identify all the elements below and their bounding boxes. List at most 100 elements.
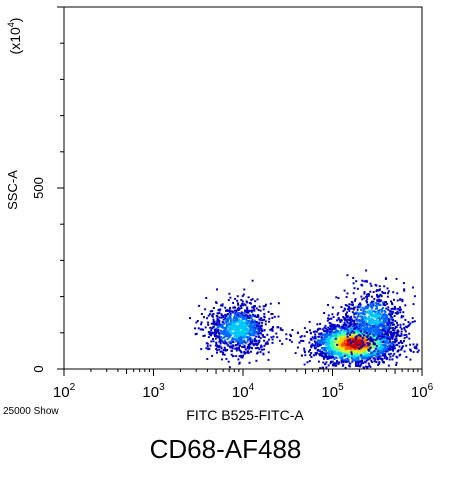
- scatter-point: [267, 338, 270, 341]
- scatter-point: [243, 288, 246, 291]
- scatter-point: [411, 317, 414, 320]
- scatter-point: [352, 324, 355, 327]
- scatter-point: [411, 321, 414, 323]
- scatter-point: [346, 343, 349, 345]
- scatter-point: [212, 307, 215, 309]
- scatter-point: [372, 320, 374, 323]
- scatter-point: [331, 345, 334, 347]
- scatter-point: [372, 291, 375, 293]
- scatter-point: [390, 346, 393, 349]
- scatter-point: [355, 319, 358, 322]
- scatter-point: [252, 328, 255, 331]
- scatter-point: [358, 347, 360, 350]
- scatter-point: [230, 353, 233, 356]
- scatter-point: [397, 307, 400, 310]
- x-tick-label: 103: [142, 382, 165, 401]
- scatter-point: [290, 340, 293, 343]
- scatter-point: [236, 313, 239, 316]
- scatter-point: [356, 308, 359, 311]
- scatter-point: [229, 306, 232, 309]
- scatter-point: [374, 340, 377, 342]
- scatter-point: [394, 332, 397, 334]
- scatter-point: [376, 332, 379, 335]
- scatter-point: [245, 351, 248, 354]
- scatter-point: [321, 350, 324, 353]
- scatter-point: [359, 341, 362, 343]
- scatter-point: [226, 349, 229, 351]
- scatter-point: [351, 301, 354, 304]
- scatter-point: [316, 352, 318, 355]
- scatter-point: [373, 360, 376, 363]
- scatter-point: [396, 321, 398, 324]
- scatter-point: [223, 335, 226, 338]
- scatter-point: [364, 323, 367, 326]
- scatter-point: [248, 333, 251, 336]
- scatter-point: [340, 330, 342, 332]
- scatter-point: [221, 340, 224, 342]
- scatter-point: [294, 352, 297, 355]
- scatter-point: [323, 329, 325, 332]
- scatter-point: [405, 336, 408, 339]
- scatter-point: [383, 354, 386, 357]
- scatter-point: [373, 321, 376, 323]
- scatter-point: [323, 312, 326, 314]
- scatter-point: [281, 342, 284, 345]
- scatter-point: [364, 327, 366, 330]
- scatter-point: [273, 315, 276, 318]
- scatter-point: [320, 338, 323, 340]
- scatter-point: [241, 342, 244, 345]
- scatter-point: [216, 320, 219, 323]
- scatter-point: [369, 357, 372, 360]
- scatter-point: [343, 338, 346, 340]
- scatter-point: [393, 307, 396, 310]
- scatter-point: [383, 344, 386, 347]
- scatter-point: [341, 352, 344, 355]
- scatter-point: [350, 345, 353, 348]
- scatter-point: [375, 320, 378, 323]
- scatter-point: [259, 325, 261, 328]
- scatter-point: [390, 336, 393, 339]
- scatter-point: [204, 326, 207, 329]
- scatter-point: [383, 301, 386, 304]
- scatter-point: [247, 347, 250, 350]
- scatter-point: [346, 292, 349, 295]
- scatter-point: [340, 361, 343, 364]
- scatter-point: [334, 327, 337, 330]
- scatter-point: [239, 314, 242, 317]
- scatter-point: [383, 317, 386, 320]
- scatter-point: [363, 307, 366, 310]
- scatter-point: [348, 332, 351, 335]
- scatter-point: [247, 350, 249, 353]
- scatter-point: [225, 334, 228, 337]
- scatter-point: [215, 342, 218, 345]
- scatter-point: [229, 346, 232, 349]
- scatter-point: [228, 310, 231, 312]
- scatter-point: [238, 325, 241, 328]
- scatter-point: [229, 316, 232, 318]
- scatter-point: [239, 331, 242, 334]
- scatter-point: [381, 338, 384, 341]
- scatter-point: [375, 334, 378, 337]
- scatter-point: [263, 318, 266, 321]
- scatter-point: [347, 332, 350, 334]
- scatter-point: [401, 346, 404, 349]
- scatter-point: [241, 322, 243, 325]
- scatter-point: [364, 341, 367, 344]
- scatter-point: [370, 318, 373, 321]
- scatter-point: [257, 332, 260, 335]
- scatter-point: [251, 313, 254, 316]
- scatter-point: [212, 338, 214, 340]
- scatter-point: [216, 315, 219, 318]
- scatter-point: [231, 355, 234, 358]
- scatter-point: [221, 304, 224, 307]
- scatter-point: [329, 322, 332, 325]
- scatter-point: [226, 338, 229, 341]
- scatter-point: [358, 352, 361, 354]
- scatter-point: [222, 351, 225, 354]
- scatter-point: [381, 359, 384, 362]
- scatter-point: [267, 351, 270, 354]
- scatter-point: [271, 316, 274, 319]
- scatter-point: [237, 342, 239, 345]
- scatter-point: [340, 306, 343, 308]
- scatter-point: [223, 322, 226, 325]
